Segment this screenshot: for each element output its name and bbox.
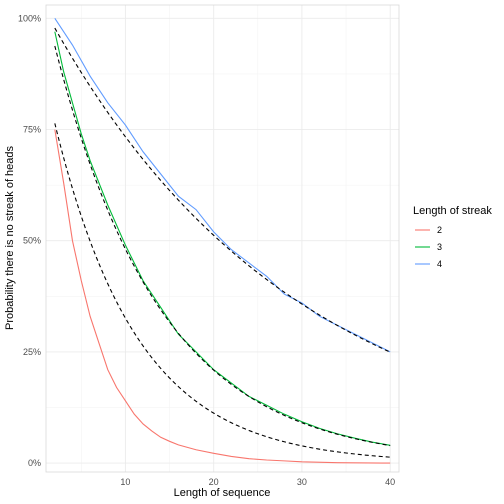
x-tick-label: 40 xyxy=(385,477,395,487)
y-tick-label: 100% xyxy=(18,13,41,23)
y-tick-label: 50% xyxy=(23,236,41,246)
minor-gridlines xyxy=(46,5,399,472)
y-tick-label: 0% xyxy=(28,458,41,468)
x-axis-ticks: 10 20 30 40 xyxy=(120,477,395,487)
y-tick-label: 75% xyxy=(23,125,41,135)
panel-border xyxy=(45,4,400,473)
legend-label-3: 3 xyxy=(437,242,442,252)
panel-background xyxy=(46,5,399,472)
y-axis-ticks: 0% 25% 50% 75% 100% xyxy=(18,13,41,468)
y-axis-title: Probability there is no streak of heads xyxy=(4,145,16,330)
fitted-curves-layer xyxy=(54,27,391,458)
legend-label-4: 4 xyxy=(437,259,442,269)
x-tick-label: 10 xyxy=(120,477,130,487)
x-tick-label: 30 xyxy=(297,477,307,487)
y-tick-label: 25% xyxy=(23,347,41,357)
legend-title: Length of streak xyxy=(413,205,492,217)
legend-keys: 2 3 4 xyxy=(414,222,442,273)
fitted-curve-4 xyxy=(54,27,391,353)
legend: Length of streak 2 3 4 xyxy=(413,205,492,273)
legend-label-2: 2 xyxy=(437,225,442,235)
fitted-curve-2 xyxy=(54,123,391,458)
x-axis-title: Length of sequence xyxy=(174,487,271,499)
series-line-2 xyxy=(54,129,391,464)
series-line-4 xyxy=(54,18,391,353)
x-tick-label: 20 xyxy=(209,477,219,487)
